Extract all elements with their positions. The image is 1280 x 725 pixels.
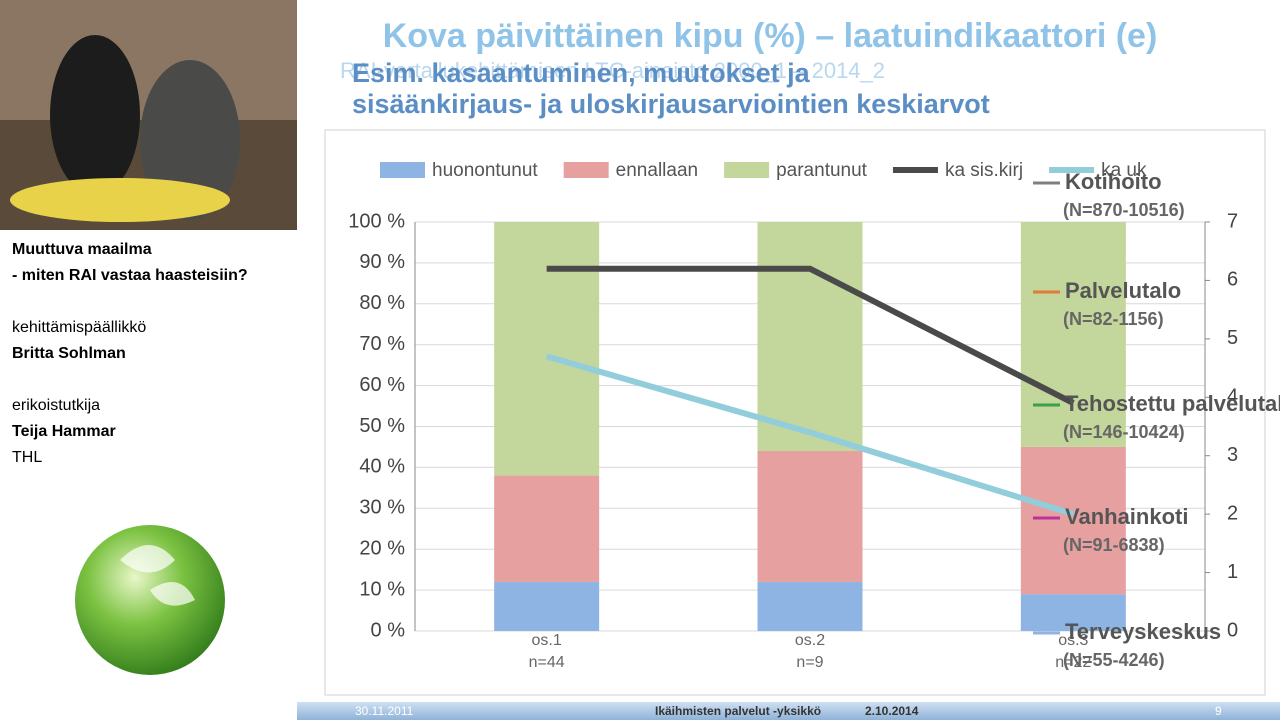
footer-left: 30.11.2011: [355, 704, 414, 718]
y-tick-label: 70 %: [359, 333, 405, 355]
y-tick-label: 100 %: [348, 210, 405, 232]
footer-center: Ikäihmisten palvelut -yksikkö: [655, 704, 821, 718]
y-tick-label: 90 %: [359, 251, 405, 273]
slide-subtitle-back: RAI-vertailukehittämisen LTC-aineisto 20…: [340, 58, 885, 83]
overlay-name: Vanhainkoti: [1065, 504, 1188, 529]
footer-date: 2.10.2014: [865, 704, 919, 718]
y-tick-label: 80 %: [359, 292, 405, 314]
legend-swatch: [724, 162, 770, 178]
overlay-name: Terveyskeskus: [1065, 619, 1221, 644]
bar-segment: [1020, 446, 1126, 595]
y2-tick-label: 6: [1227, 269, 1238, 291]
sidebar-line: THL: [12, 449, 42, 466]
slide-subtitle: sisäänkirjaus- ja uloskirjausarviointien…: [352, 89, 990, 119]
footer-bar: [297, 702, 1280, 720]
bar-segment: [757, 581, 863, 631]
overlay-n: (N=870-10516): [1063, 200, 1185, 220]
y-tick-label: 10 %: [359, 578, 405, 600]
overlay-name: Kotihoito: [1065, 169, 1162, 194]
overlay-n: (N=82-1156): [1063, 309, 1164, 329]
legend-swatch: [380, 162, 425, 178]
legend-label: ka sis.kirj: [945, 160, 1023, 181]
y2-tick-label: 1: [1227, 561, 1238, 583]
slide-subtitle: Esim. kasaantuminen, muutokset ja: [352, 58, 811, 88]
y-tick-label: 60 %: [359, 374, 405, 396]
y2-tick-label: 3: [1227, 444, 1238, 466]
sidebar-line: - miten RAI vastaa haasteisiin?: [12, 267, 248, 284]
y-tick-label: 20 %: [359, 537, 405, 559]
overlay-name: Palvelutalo: [1065, 278, 1181, 303]
speaker-1: [50, 35, 140, 195]
flowers: [10, 178, 230, 222]
y2-tick-label: 2: [1227, 502, 1238, 524]
sidebar-line: kehittämispäällikkö: [12, 319, 146, 336]
line-series: [545, 353, 1075, 518]
y2-tick-label: 4: [1227, 386, 1238, 408]
bar-segment: [757, 451, 863, 582]
bar-segment: [1020, 594, 1126, 631]
bar-segment: [494, 222, 600, 476]
x-tick-label: os.3: [1058, 632, 1088, 649]
y-tick-label: 30 %: [359, 497, 405, 519]
x-tick-label: os.1: [532, 632, 562, 649]
line-series: [546, 265, 1075, 406]
overlay-name: Tehostettu palvelutalo: [1065, 391, 1280, 416]
y2-tick-label: 5: [1227, 327, 1238, 349]
legend-label: ennallaan: [616, 160, 698, 181]
logo-leaves: [120, 545, 195, 606]
bar-segment: [494, 581, 600, 631]
sidebar-line: Britta Sohlman: [12, 345, 126, 362]
legend-label: ka uk: [1101, 160, 1147, 181]
sidebar-line: Teija Hammar: [12, 423, 116, 440]
sidebar-line: Muuttuva maailma: [12, 241, 152, 258]
y-tick-label: 40 %: [359, 456, 405, 478]
bar-segment: [494, 475, 600, 582]
y-tick-label: 0 %: [371, 619, 406, 641]
overlay-n: (N=55-4246): [1063, 650, 1165, 670]
legend-swatch: [563, 162, 609, 178]
sample-size: n=9: [796, 654, 823, 671]
x-tick-label: os.2: [795, 632, 825, 649]
sample-size: n=22: [1055, 654, 1091, 671]
sidebar-line: erikoistutkija: [12, 397, 100, 414]
legend-label: huonontunut: [432, 160, 538, 181]
y2-tick-label: 7: [1227, 210, 1238, 232]
y-tick-label: 50 %: [359, 415, 405, 437]
bar-segment: [1020, 222, 1126, 447]
sample-size: n=44: [529, 654, 565, 671]
y2-tick-label: 0: [1227, 619, 1238, 641]
legend-label: parantunut: [776, 160, 868, 181]
footer-page: 9: [1215, 704, 1222, 718]
bar-segment: [757, 222, 863, 452]
overlay-n: (N=91-6838): [1063, 535, 1165, 555]
logo-sphere: [75, 525, 225, 675]
slide-title: Kova päivittäinen kipu (%) – laatuindika…: [383, 17, 1158, 55]
overlay-n: (N=146-10424): [1063, 422, 1185, 442]
